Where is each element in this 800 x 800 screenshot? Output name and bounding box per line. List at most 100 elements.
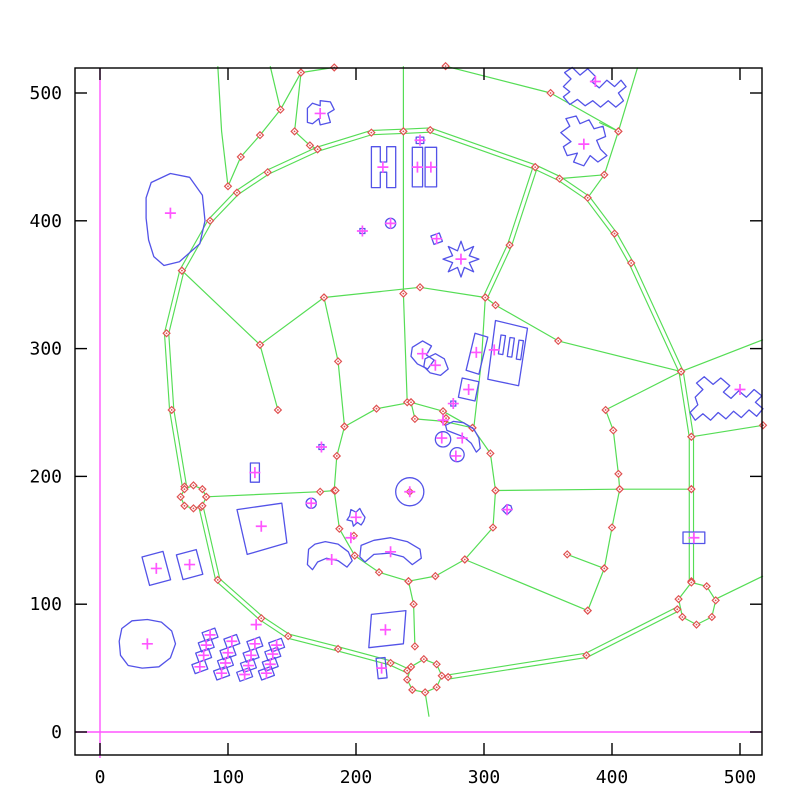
centroid-plus-icon: [385, 217, 397, 229]
vertex-diamond-dot: [484, 296, 487, 299]
building-downtown-a1: [410, 340, 435, 370]
centroid-plus-icon: [589, 75, 601, 87]
centroid-plus-icon: [204, 629, 216, 641]
vertex-diamond-dot: [489, 452, 492, 455]
road-stub-octagon-s: [424, 692, 430, 717]
centroid-plus-icon: [734, 383, 746, 395]
road-spoke-ne: [473, 297, 486, 428]
centroid-plus-icon: [463, 383, 475, 395]
vertex-diamond-dot: [494, 489, 497, 492]
building-housing-estate-15: [257, 665, 276, 681]
vertex-diamond-dot: [617, 472, 620, 475]
building-housing-estate-5: [219, 645, 237, 661]
vertex-diamond-dot: [287, 635, 290, 638]
vertex-diamond-dot: [402, 292, 405, 295]
building-housing-estate-0: [201, 627, 219, 643]
centroid-plus-icon: [436, 432, 448, 444]
vertex-diamond-dot: [422, 658, 425, 661]
road-spoke-north: [402, 131, 408, 403]
vertex-diamond-dot: [714, 599, 717, 602]
vertex-diamond-dot: [676, 608, 679, 611]
centroid-plus-icon: [488, 344, 500, 356]
road-beltway-southeast-median: [447, 607, 678, 679]
road-spoke-east: [495, 488, 692, 492]
road-connector-mid-median: [483, 166, 537, 299]
centroid-plus-icon: [345, 532, 357, 544]
building-circle-d: [434, 431, 452, 448]
vertex-diamond-dot: [179, 495, 182, 498]
vertex-diamond-dot: [410, 665, 412, 668]
centroid-plus-icon: [376, 662, 388, 674]
plot-frame: [74, 67, 763, 756]
vertex-markers: [162, 61, 768, 697]
vertex-diamond-dot: [239, 156, 242, 158]
vertex-diamond-dot: [445, 417, 447, 420]
centroid-plus-icon: [411, 161, 423, 173]
vertex-diamond-dot: [406, 669, 409, 672]
vertex-diamond-dot: [424, 691, 427, 694]
vertex-diamond-dot: [534, 166, 537, 169]
building-circle-c: [449, 446, 465, 463]
centroid-plus-icon: [184, 559, 196, 571]
building-rect-east: [682, 531, 706, 545]
centroid-plus-icon: [222, 647, 234, 659]
building-housing-estate-13: [264, 646, 282, 662]
vertex-diamond-dot: [710, 616, 713, 618]
building-h-building: [370, 146, 397, 189]
vertex-diamond-dot: [681, 616, 684, 618]
vertex-diamond-dot: [260, 617, 263, 620]
building-small-rect-south: [375, 656, 388, 680]
building-downtown-slots-1: [506, 336, 516, 358]
building-housing-estate-8: [246, 636, 264, 652]
building-tilt-rect-2: [175, 548, 204, 581]
vertex-diamond-dot: [236, 191, 238, 194]
y-tick-label: 100: [29, 594, 62, 615]
vertex-diamond-dot: [266, 171, 269, 174]
vertex-diamond-dot: [293, 130, 296, 133]
road-beltway-southeast: [447, 606, 679, 680]
centroid-plus-icon: [470, 346, 482, 358]
y-tick-label: 500: [29, 83, 62, 104]
building-tower-1: [411, 146, 424, 188]
building-blocky-h2: [560, 115, 608, 167]
vertex-diamond-dot: [705, 585, 708, 588]
road-road-pentagon-e: [715, 575, 764, 600]
vertex-diamond-dot: [494, 304, 497, 307]
vertex-diamond-dot: [419, 286, 421, 289]
y-tick-label: 300: [29, 339, 62, 360]
x-tick-label: 200: [340, 767, 373, 788]
vertex-diamond-dot: [192, 507, 195, 510]
vertex-diamond-dot: [402, 130, 405, 133]
vertex-diamond-dot: [201, 504, 204, 507]
centroid-plus-icon: [255, 520, 267, 532]
centroid-plus-icon: [326, 553, 338, 565]
centroid-plus-icon: [226, 635, 238, 647]
vertex-diamond-dot: [165, 332, 168, 335]
vertex-diamond-dot: [442, 410, 444, 413]
vertex-diamond-dot: [375, 407, 378, 410]
centroid-plus-icon: [417, 348, 429, 360]
road-n-top-1: [445, 65, 619, 132]
vertex-diamond-dot: [192, 484, 195, 487]
centroid-plus-icon: [431, 233, 443, 245]
vertex-diamond-dot: [429, 129, 432, 131]
vertex-diamond-dot: [508, 244, 511, 246]
vertex-diamond-dot: [444, 65, 447, 68]
building-center-circle: [395, 477, 425, 507]
centroid-plus-icon: [260, 667, 272, 679]
building-housing-estate-4: [223, 633, 241, 649]
centroid-markers: [141, 75, 746, 680]
centroid-plus-icon: [314, 107, 326, 119]
road-network: [180, 65, 764, 717]
road-n-stub: [598, 121, 619, 132]
vertex-diamond-dot: [585, 654, 588, 657]
road-network-divided: [163, 127, 695, 680]
centroid-plus-icon: [437, 414, 449, 426]
vertex-diamond-dot: [611, 526, 613, 529]
centroid-plus-icon: [242, 660, 254, 672]
vertex-diamond-dot: [277, 409, 279, 411]
vertex-diamond-dot: [613, 232, 616, 235]
building-tower-2: [424, 146, 438, 188]
centroid-plus-icon: [264, 658, 276, 670]
